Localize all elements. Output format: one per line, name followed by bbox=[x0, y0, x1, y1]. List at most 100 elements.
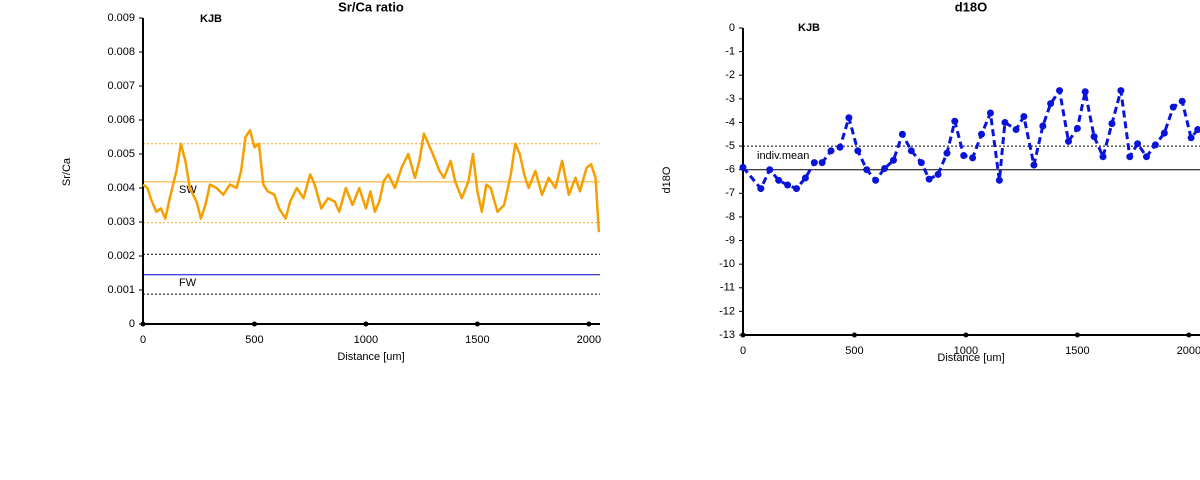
annotation: indiv.mean bbox=[757, 150, 809, 162]
x-tick bbox=[140, 321, 146, 327]
y-tick-label: -12 bbox=[719, 305, 735, 317]
data-point bbox=[1030, 161, 1038, 169]
annotation: FW bbox=[179, 277, 197, 289]
chart-title: d18O bbox=[955, 0, 988, 14]
data-point bbox=[1039, 122, 1047, 130]
chart-title: Sr/Ca ratio bbox=[338, 0, 404, 14]
x-tick-label: 0 bbox=[140, 334, 146, 346]
annotation: KJB bbox=[798, 22, 820, 34]
data-point bbox=[1117, 87, 1125, 95]
y-tick-label: -4 bbox=[725, 116, 735, 128]
data-point bbox=[827, 147, 835, 155]
y-tick-label: 0.007 bbox=[107, 80, 135, 92]
data-point bbox=[810, 159, 818, 167]
x-tick-label: 0 bbox=[740, 345, 746, 357]
data-point bbox=[757, 185, 765, 193]
x-tick-label: 1500 bbox=[1065, 345, 1089, 357]
y-tick-label: 0.002 bbox=[107, 250, 135, 262]
data-point bbox=[1126, 153, 1134, 161]
data-point bbox=[1160, 129, 1168, 137]
y-tick-label: 0 bbox=[729, 22, 735, 34]
data-point bbox=[739, 163, 747, 171]
data-line bbox=[741, 89, 1199, 191]
data-point bbox=[889, 156, 897, 164]
data-point bbox=[1081, 88, 1089, 96]
x-tick bbox=[251, 321, 257, 327]
x-tick-label: 1500 bbox=[465, 334, 489, 346]
x-tick-label: 2000 bbox=[1177, 345, 1200, 357]
data-point bbox=[986, 109, 994, 117]
data-point bbox=[1194, 126, 1200, 134]
data-point bbox=[872, 176, 880, 184]
y-tick-label: -1 bbox=[725, 46, 735, 58]
y-tick-label: -7 bbox=[725, 187, 735, 199]
x-tick-label: 500 bbox=[845, 345, 863, 357]
data-point bbox=[1169, 103, 1177, 111]
data-point bbox=[943, 149, 951, 157]
data-point bbox=[1187, 134, 1195, 142]
data-point bbox=[1012, 126, 1020, 134]
y-tick-label: -8 bbox=[725, 211, 735, 223]
y-tick-label: 0.009 bbox=[107, 12, 135, 24]
data-point bbox=[934, 170, 942, 178]
y-tick-label: -5 bbox=[725, 140, 735, 152]
x-tick bbox=[963, 332, 969, 338]
y-tick-label: 0.006 bbox=[107, 114, 135, 126]
data-point bbox=[960, 152, 968, 160]
chart: d18O Distance [um] d18O 0 -1 -2 -3 -4 -5 -6 -7 -8 -9… bbox=[661, 0, 1200, 364]
y-tick-label: -3 bbox=[725, 93, 735, 105]
x-tick bbox=[1186, 332, 1192, 338]
x-tick bbox=[1074, 332, 1080, 338]
data-point bbox=[1142, 153, 1150, 161]
data-point bbox=[969, 154, 977, 162]
annotation: KJB bbox=[200, 13, 222, 25]
data-point bbox=[1178, 97, 1186, 105]
data-point bbox=[1099, 153, 1107, 161]
data-point bbox=[1134, 140, 1142, 148]
data-point bbox=[978, 130, 986, 138]
data-point bbox=[925, 175, 933, 183]
x-tick-label: 500 bbox=[245, 334, 263, 346]
data-point bbox=[793, 185, 801, 193]
x-tick-label: 2000 bbox=[577, 334, 601, 346]
y-tick-label: 0.008 bbox=[107, 46, 135, 58]
y-tick-label: 0.003 bbox=[107, 216, 135, 228]
y-tick-label: 0.005 bbox=[107, 148, 135, 160]
data-point bbox=[1056, 87, 1064, 95]
chart: Sr/Ca ratio Distance [um] Sr/Ca 0 0.001 0.002… bbox=[61, 0, 601, 363]
y-axis-label: d18O bbox=[661, 166, 673, 193]
x-tick bbox=[363, 321, 369, 327]
y-tick-label: -10 bbox=[719, 258, 735, 270]
data-point bbox=[1151, 141, 1159, 149]
data-point bbox=[801, 174, 809, 182]
data-point bbox=[775, 176, 783, 184]
x-tick-label: 1000 bbox=[954, 345, 978, 357]
y-tick-label: -9 bbox=[725, 234, 735, 246]
y-tick-label: 0 bbox=[129, 318, 135, 330]
data-line bbox=[142, 128, 601, 233]
y-tick-label: -2 bbox=[725, 69, 735, 81]
data-point bbox=[1073, 124, 1081, 132]
data-point bbox=[818, 159, 826, 167]
data-point bbox=[1090, 133, 1098, 141]
data-point bbox=[1020, 113, 1028, 121]
x-tick bbox=[474, 321, 480, 327]
y-tick-label: 0.004 bbox=[107, 182, 135, 194]
data-point bbox=[917, 159, 925, 167]
x-tick bbox=[740, 332, 746, 338]
y-tick-label: -13 bbox=[719, 329, 735, 341]
data-point bbox=[898, 130, 906, 138]
data-point bbox=[1001, 118, 1009, 126]
data-point bbox=[854, 147, 862, 155]
y-axis-label: Sr/Ca bbox=[61, 157, 73, 186]
data-point bbox=[863, 166, 871, 174]
data-point bbox=[907, 147, 915, 155]
y-tick-label: -11 bbox=[720, 282, 735, 294]
data-point bbox=[784, 181, 792, 189]
x-tick bbox=[851, 332, 857, 338]
y-tick-label: -6 bbox=[725, 164, 735, 176]
annotation: SW bbox=[179, 184, 197, 196]
x-tick-label: 1000 bbox=[354, 334, 378, 346]
data-point bbox=[766, 166, 774, 174]
